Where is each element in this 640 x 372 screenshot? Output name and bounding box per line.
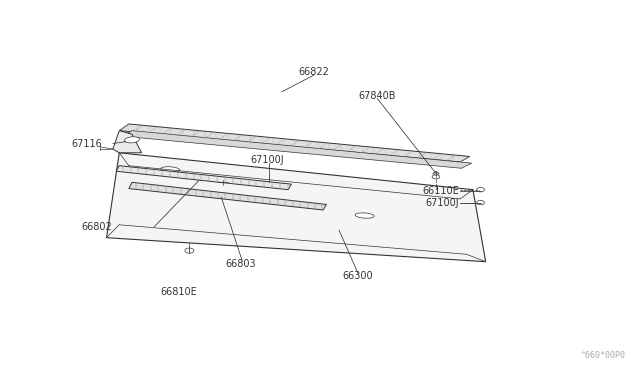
Ellipse shape: [125, 137, 140, 143]
Text: 67116: 67116: [72, 138, 102, 148]
Text: 66810E: 66810E: [161, 287, 198, 297]
Polygon shape: [119, 124, 470, 162]
Text: 66803: 66803: [226, 259, 256, 269]
Polygon shape: [113, 131, 141, 153]
Text: 67840B: 67840B: [358, 90, 396, 100]
Polygon shape: [116, 166, 291, 190]
Ellipse shape: [161, 167, 180, 172]
Circle shape: [432, 174, 440, 179]
Text: 66802: 66802: [81, 222, 112, 232]
Polygon shape: [129, 182, 326, 210]
Text: 66300: 66300: [342, 272, 373, 282]
Circle shape: [477, 201, 484, 205]
Text: 67100J: 67100J: [426, 198, 459, 208]
Text: 66822: 66822: [298, 67, 329, 77]
Text: 66110E: 66110E: [422, 186, 459, 196]
Text: 67100J: 67100J: [250, 155, 284, 165]
Ellipse shape: [355, 213, 374, 218]
Polygon shape: [122, 131, 472, 168]
Polygon shape: [106, 153, 486, 262]
Polygon shape: [433, 171, 439, 176]
Circle shape: [477, 187, 484, 192]
Text: ^660*00P0: ^660*00P0: [581, 350, 626, 359]
Circle shape: [185, 248, 194, 253]
